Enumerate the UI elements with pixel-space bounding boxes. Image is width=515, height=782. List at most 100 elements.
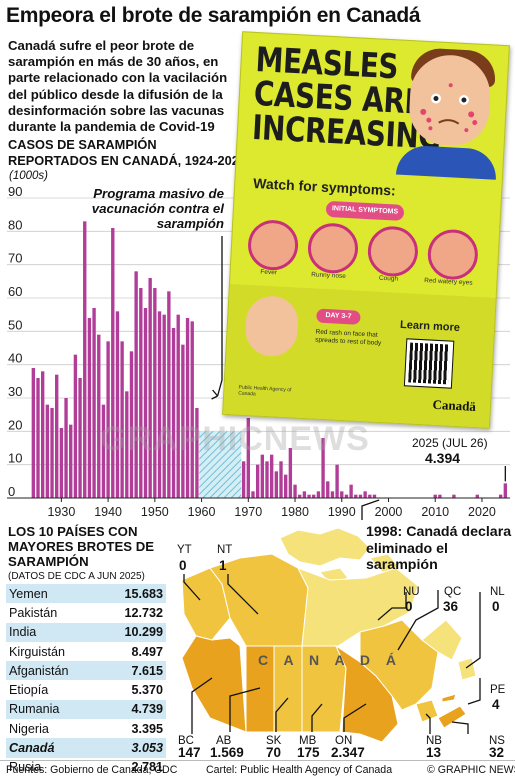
bar-1930 xyxy=(59,428,64,498)
bar-1990 xyxy=(340,491,344,498)
x-tick-label: 2010 xyxy=(421,505,449,519)
province-code-on: ON xyxy=(335,735,353,747)
bar-2010 xyxy=(433,494,437,498)
bar-1950 xyxy=(153,288,157,498)
bar-2011 xyxy=(438,494,442,498)
annotation-2025-value: 4.394 xyxy=(425,450,461,466)
watermark: GRAPHICNEWS xyxy=(100,420,370,458)
map-leader-lines xyxy=(183,574,481,734)
bar-1945 xyxy=(129,351,134,498)
bar-1980 xyxy=(293,484,297,498)
annotation-leader-lines xyxy=(211,236,506,520)
province-value-nu: 0 xyxy=(405,599,413,614)
bar-2014 xyxy=(452,494,456,498)
bar-1925 xyxy=(36,378,40,498)
bar-1987 xyxy=(326,481,330,498)
x-tick-label: 1970 xyxy=(234,505,262,519)
bar-1974 xyxy=(265,461,269,498)
bar-1955 xyxy=(176,314,180,498)
bar-1977 xyxy=(279,461,283,498)
x-tick-label: 1980 xyxy=(281,505,309,519)
province-value-bc: 147 xyxy=(178,745,201,760)
province-value-mb: 175 xyxy=(297,745,320,760)
bar-1941 xyxy=(111,228,115,498)
annotation-1998-elimination: 1998: Canadá declara eliminado el saramp… xyxy=(366,524,512,573)
bar-1939 xyxy=(101,404,106,498)
province-nb-shape xyxy=(415,699,439,723)
province-code-nl: NL xyxy=(490,586,505,598)
bar-2024 xyxy=(498,494,503,498)
y-tick-label: 40 xyxy=(8,351,22,366)
y-tick-label: 70 xyxy=(8,251,22,266)
province-value-nl: 0 xyxy=(492,599,500,614)
province-code-sk: SK xyxy=(266,735,282,747)
province-code-bc: BC xyxy=(178,735,194,747)
province-value-nt: 1 xyxy=(219,558,227,573)
bar-1992 xyxy=(349,484,353,498)
province-value-nb: 13 xyxy=(426,745,442,760)
bar-1976 xyxy=(274,471,279,498)
bar-1953 xyxy=(167,291,171,498)
bar-1984 xyxy=(312,494,316,498)
annotation-vaccination-program: Programa masivo de vacunación contra el … xyxy=(91,186,224,231)
x-tick-label: 2020 xyxy=(468,505,496,519)
bar-1973 xyxy=(260,454,265,498)
y-tick-label: 0 xyxy=(8,484,15,499)
measles-poster-image: MEASLES CASES ARE INCREASING Watch for s… xyxy=(222,31,510,429)
footer-sources: Fuentes: Gobierno de Canadá, CDC xyxy=(6,764,178,776)
poster-child-shirt xyxy=(395,144,498,180)
bar-1944 xyxy=(125,391,129,498)
bar-1926 xyxy=(41,371,45,498)
y-tick-label: 30 xyxy=(8,384,22,399)
x-axis-tick-labels: 1930 1940 1950 1960 1970 1980 1990 2000 2010 2020 xyxy=(47,498,496,519)
bar-1958 xyxy=(190,321,194,498)
bar-1929 xyxy=(55,374,59,498)
province-value-ns: 32 xyxy=(489,745,505,760)
symptom-label-runny-nose: Runny nose xyxy=(311,271,347,281)
poster-day-pill: DAY 3-7 xyxy=(316,308,361,325)
qr-code-icon xyxy=(403,338,455,389)
top10-note: (DATOS DE CDC A JUN 2025) xyxy=(8,571,145,582)
province-value-sk: 70 xyxy=(266,745,282,760)
province-value-yt: 0 xyxy=(179,558,187,573)
measles-cases-chart: 0 10 20 30 40 50 60 70 80 90 1930 1940 1950 1960 1970… xyxy=(7,184,510,520)
y-tick-label: 90 xyxy=(8,184,22,199)
poster-watch-text: Watch for symptoms: xyxy=(252,175,397,199)
y-tick-label: 60 xyxy=(8,284,22,299)
bar-1933 xyxy=(73,354,78,498)
top10-title: LOS 10 PAÍSES CON MAYORES BROTES DE SARA… xyxy=(8,524,155,569)
map-country-label: C A N A D Á xyxy=(258,652,403,668)
bar-1935 xyxy=(83,221,87,499)
x-tick-label: 2000 xyxy=(375,505,403,519)
province-mb-shape xyxy=(301,645,347,733)
bar-1936 xyxy=(87,318,92,498)
bar-1970 xyxy=(246,418,250,498)
runny-nose-icon xyxy=(306,222,360,275)
province-code-mb: MB xyxy=(299,735,317,747)
province-value-ab: 1.569 xyxy=(210,745,244,760)
province-code-pe: PE xyxy=(490,684,506,696)
chart-title: CASOS DE SARAMPIÓN REPORTADOS EN CANADÁ,… xyxy=(8,137,246,168)
table-row: Etiopía 5.370 xyxy=(9,683,163,698)
top10-table: Yemen 15.683 Pakistán 12.732 India 10.299 K… xyxy=(6,584,166,777)
province-code-nu: NU xyxy=(403,586,420,598)
x-tick-label: 1930 xyxy=(47,505,75,519)
bar-1954 xyxy=(171,328,176,498)
page-subtitle: Canadá sufre el peor brote de sarampión … xyxy=(8,38,228,135)
bar-1985 xyxy=(316,491,321,498)
bar-2019 xyxy=(475,494,479,498)
province-value-pe: 4 xyxy=(492,697,500,712)
leader-vaccination-arrow xyxy=(211,389,219,400)
table-row-highlight: Canadá 3.053 xyxy=(6,738,166,758)
province-qc-shape xyxy=(359,619,439,711)
canada-wordmark-logo: Canadä xyxy=(432,396,477,414)
x-tick-label: 1940 xyxy=(94,505,122,519)
bar-1971 xyxy=(251,491,255,498)
bar-1948 xyxy=(143,308,148,498)
bar-1943 xyxy=(120,341,124,498)
bar-1981 xyxy=(298,494,302,498)
footer-brand: © GRAPHIC NEWS xyxy=(427,764,515,776)
table-row: Nigeria 3.395 xyxy=(9,721,163,736)
fever-icon xyxy=(246,218,300,272)
bar-1983 xyxy=(307,494,311,498)
